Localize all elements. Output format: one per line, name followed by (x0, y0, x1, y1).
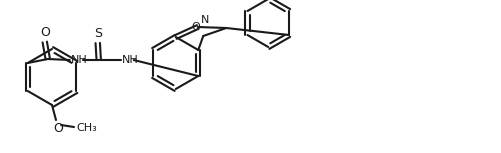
Text: NH: NH (71, 55, 87, 65)
Text: S: S (94, 27, 102, 40)
Text: NH: NH (122, 55, 138, 65)
Text: O: O (53, 122, 63, 135)
Text: O: O (191, 22, 200, 32)
Text: O: O (40, 26, 50, 39)
Text: N: N (200, 15, 209, 25)
Text: CH₃: CH₃ (76, 123, 97, 133)
